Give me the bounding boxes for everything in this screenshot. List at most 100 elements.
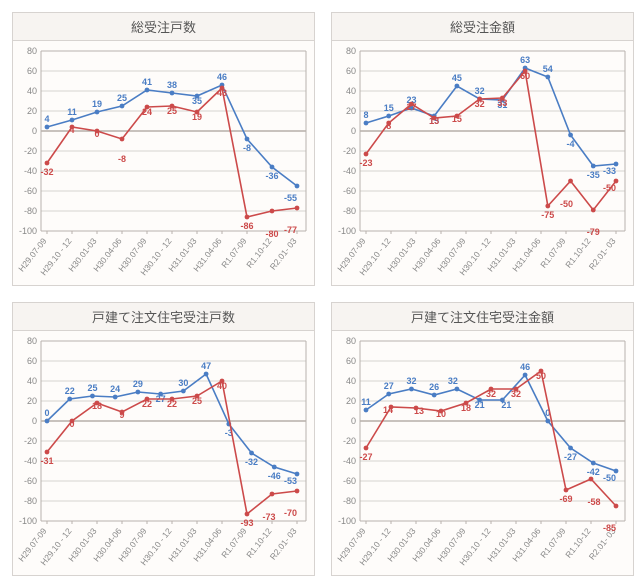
svg-text:11: 11 <box>67 107 77 117</box>
svg-text:-46: -46 <box>268 471 281 481</box>
svg-text:-100: -100 <box>19 516 37 526</box>
svg-text:-20: -20 <box>24 436 37 446</box>
svg-text:-80: -80 <box>343 206 356 216</box>
svg-text:80: 80 <box>346 336 356 346</box>
svg-text:22: 22 <box>167 399 177 409</box>
svg-text:-58: -58 <box>587 497 600 507</box>
svg-text:38: 38 <box>167 80 177 90</box>
svg-text:-20: -20 <box>343 146 356 156</box>
svg-text:-86: -86 <box>240 221 253 231</box>
svg-text:-20: -20 <box>24 146 37 156</box>
svg-text:-80: -80 <box>24 496 37 506</box>
svg-text:4: 4 <box>44 114 49 124</box>
svg-text:60: 60 <box>346 356 356 366</box>
svg-text:-31: -31 <box>40 456 53 466</box>
svg-text:-50: -50 <box>603 473 616 483</box>
svg-text:-53: -53 <box>284 476 297 486</box>
svg-text:22: 22 <box>142 399 152 409</box>
svg-text:27: 27 <box>384 381 394 391</box>
svg-text:26: 26 <box>429 382 439 392</box>
svg-text:-8: -8 <box>118 154 126 164</box>
svg-text:80: 80 <box>27 46 37 56</box>
svg-text:0: 0 <box>32 416 37 426</box>
svg-text:43: 43 <box>217 88 227 98</box>
svg-text:-100: -100 <box>338 226 356 236</box>
svg-text:R2.01- 03: R2.01- 03 <box>268 236 299 272</box>
svg-text:R2.01- 03: R2.01- 03 <box>268 526 299 562</box>
svg-text:41: 41 <box>142 77 152 87</box>
svg-text:-80: -80 <box>265 229 278 239</box>
svg-text:32: 32 <box>406 376 416 386</box>
svg-text:-20: -20 <box>343 436 356 446</box>
svg-text:27: 27 <box>406 102 416 112</box>
svg-text:-79: -79 <box>587 227 600 237</box>
svg-text:80: 80 <box>27 336 37 346</box>
svg-text:60: 60 <box>520 71 530 81</box>
svg-text:10: 10 <box>436 409 446 419</box>
svg-text:-60: -60 <box>343 186 356 196</box>
svg-text:14: 14 <box>383 405 393 415</box>
svg-text:-40: -40 <box>24 166 37 176</box>
svg-text:-23: -23 <box>359 158 372 168</box>
svg-text:-73: -73 <box>262 512 275 522</box>
svg-text:-50: -50 <box>560 199 573 209</box>
svg-text:-69: -69 <box>559 494 572 504</box>
svg-text:-8: -8 <box>243 143 251 153</box>
svg-text:0: 0 <box>351 126 356 136</box>
svg-text:-75: -75 <box>541 210 554 220</box>
svg-text:-50: -50 <box>603 183 616 193</box>
svg-text:20: 20 <box>346 106 356 116</box>
svg-text:20: 20 <box>27 106 37 116</box>
svg-text:-60: -60 <box>343 476 356 486</box>
svg-text:40: 40 <box>346 376 356 386</box>
svg-text:40: 40 <box>217 381 227 391</box>
svg-text:-93: -93 <box>240 518 253 528</box>
svg-text:0: 0 <box>32 126 37 136</box>
svg-text:-32: -32 <box>245 457 258 467</box>
svg-text:22: 22 <box>65 386 75 396</box>
svg-text:54: 54 <box>543 64 553 74</box>
svg-text:-27: -27 <box>564 452 577 462</box>
svg-text:-36: -36 <box>265 171 278 181</box>
svg-text:25: 25 <box>192 396 202 406</box>
svg-text:-80: -80 <box>24 206 37 216</box>
svg-text:-4: -4 <box>567 139 575 149</box>
panel-title: 総受注戸数 <box>12 12 315 40</box>
chart-panel: 総受注戸数-100-80-60-40-20020406080H29.07-09H… <box>12 12 315 286</box>
svg-text:-60: -60 <box>24 476 37 486</box>
svg-text:32: 32 <box>475 99 485 109</box>
svg-text:50: 50 <box>536 371 546 381</box>
svg-text:46: 46 <box>520 362 530 372</box>
svg-text:0: 0 <box>94 129 99 139</box>
svg-text:33: 33 <box>497 98 507 108</box>
svg-text:40: 40 <box>27 86 37 96</box>
svg-text:80: 80 <box>346 46 356 56</box>
panel-title: 戸建て注文住宅受注金額 <box>331 302 634 330</box>
svg-text:60: 60 <box>346 66 356 76</box>
svg-text:-70: -70 <box>284 508 297 518</box>
chart-panel: 総受注金額-100-80-60-40-20020406080H29.07-09H… <box>331 12 634 286</box>
svg-text:15: 15 <box>452 114 462 124</box>
svg-text:25: 25 <box>117 93 127 103</box>
svg-text:32: 32 <box>448 376 458 386</box>
svg-text:18: 18 <box>92 401 102 411</box>
svg-text:20: 20 <box>346 396 356 406</box>
svg-text:-55: -55 <box>284 193 297 203</box>
svg-text:11: 11 <box>361 397 371 407</box>
svg-text:15: 15 <box>384 103 394 113</box>
svg-text:63: 63 <box>520 55 530 65</box>
svg-text:21: 21 <box>501 400 511 410</box>
panel-title: 戸建て注文住宅受注戸数 <box>12 302 315 330</box>
svg-text:-42: -42 <box>587 467 600 477</box>
svg-text:-33: -33 <box>603 166 616 176</box>
svg-text:0: 0 <box>351 416 356 426</box>
svg-text:46: 46 <box>217 72 227 82</box>
svg-text:19: 19 <box>92 99 102 109</box>
svg-text:24: 24 <box>110 384 120 394</box>
svg-text:R2.01- 03: R2.01- 03 <box>587 236 618 272</box>
svg-text:0: 0 <box>69 419 74 429</box>
svg-text:-77: -77 <box>284 225 297 235</box>
svg-text:0: 0 <box>44 408 49 418</box>
svg-text:25: 25 <box>167 106 177 116</box>
svg-text:13: 13 <box>429 116 439 126</box>
